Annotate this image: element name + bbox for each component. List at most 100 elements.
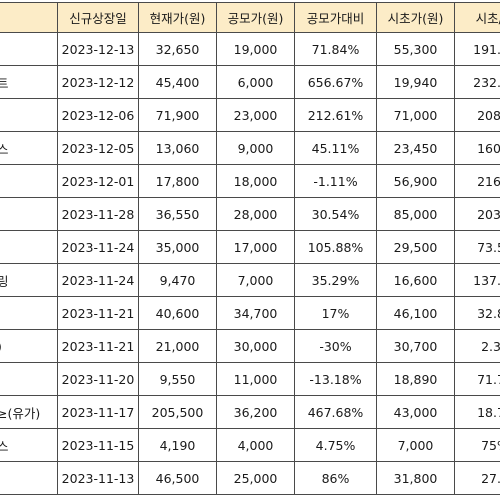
current-price-cell[interactable]: 4,190 [138,428,217,462]
name-cell[interactable] [0,197,58,231]
listing-date-cell[interactable]: 2023-12-01 [57,164,139,198]
vs-ipo-cell[interactable]: 30.54% [294,197,377,231]
vs-ipo-cell[interactable]: 4.75% [294,428,377,462]
ipo-price-cell[interactable]: 30,000 [216,329,295,363]
open-price-cell[interactable]: 85,000 [376,197,455,231]
open-ratio-cell[interactable]: 232.33 [454,65,500,99]
open-ratio-cell[interactable]: 75% [454,428,500,462]
header-current-price[interactable]: 현재가(원) [138,2,217,33]
current-price-cell[interactable]: 46,500 [138,461,217,495]
open-ratio-cell[interactable]: 27.2 [454,461,500,495]
header-open-price[interactable]: 시초가(원) [376,2,455,33]
open-ratio-cell[interactable]: 73.53 [454,230,500,264]
open-price-cell[interactable]: 71,000 [376,98,455,132]
ipo-price-cell[interactable]: 17,000 [216,230,295,264]
current-price-cell[interactable]: 9,550 [138,362,217,396]
open-ratio-cell[interactable]: 32.85 [454,296,500,330]
open-price-cell[interactable]: 30,700 [376,329,455,363]
vs-ipo-cell[interactable]: 35.29% [294,263,377,297]
open-ratio-cell[interactable]: 2.33 [454,329,500,363]
ipo-price-cell[interactable]: 36,200 [216,395,295,429]
current-price-cell[interactable]: 40,600 [138,296,217,330]
ipo-price-cell[interactable]: 6,000 [216,65,295,99]
listing-date-cell[interactable]: 2023-11-21 [57,329,139,363]
current-price-cell[interactable]: 17,800 [138,164,217,198]
ipo-price-cell[interactable]: 11,000 [216,362,295,396]
name-cell[interactable] [0,98,58,132]
ipo-price-cell[interactable]: 19,000 [216,32,295,66]
listing-date-cell[interactable]: 2023-11-28 [57,197,139,231]
listing-date-cell[interactable]: 2023-12-05 [57,131,139,165]
open-price-cell[interactable]: 19,940 [376,65,455,99]
open-ratio-cell[interactable]: 208.7 [454,98,500,132]
current-price-cell[interactable]: 35,000 [138,230,217,264]
ipo-price-cell[interactable]: 28,000 [216,197,295,231]
name-cell[interactable] [0,461,58,495]
vs-ipo-cell[interactable]: -1.11% [294,164,377,198]
current-price-cell[interactable]: 36,550 [138,197,217,231]
ipo-price-cell[interactable]: 34,700 [216,296,295,330]
current-price-cell[interactable]: 21,000 [138,329,217,363]
ipo-price-cell[interactable]: 25,000 [216,461,295,495]
open-price-cell[interactable]: 43,000 [376,395,455,429]
listing-date-cell[interactable]: 2023-12-13 [57,32,139,66]
current-price-cell[interactable]: 45,400 [138,65,217,99]
listing-date-cell[interactable]: 2023-11-24 [57,263,139,297]
ipo-price-cell[interactable]: 23,000 [216,98,295,132]
open-ratio-cell[interactable]: 18.78 [454,395,500,429]
listing-date-cell[interactable]: 2023-12-06 [57,98,139,132]
open-ratio-cell[interactable]: 216.1 [454,164,500,198]
listing-date-cell[interactable]: 2023-11-13 [57,461,139,495]
vs-ipo-cell[interactable]: 17% [294,296,377,330]
ipo-price-cell[interactable]: 9,000 [216,131,295,165]
listing-date-cell[interactable]: 2023-11-17 [57,395,139,429]
vs-ipo-cell[interactable]: 656.67% [294,65,377,99]
header-ipo-price[interactable]: 공모가(원) [216,2,295,33]
current-price-cell[interactable]: 71,900 [138,98,217,132]
name-cell[interactable]: 스 [0,131,58,165]
name-cell[interactable] [0,230,58,264]
open-ratio-cell[interactable]: 160.5 [454,131,500,165]
header-listing-date[interactable]: 신규상장일 [57,2,139,33]
header-vs-ipo[interactable]: 공모가대비 [294,2,377,33]
vs-ipo-cell[interactable]: 105.88% [294,230,377,264]
ipo-price-cell[interactable]: 18,000 [216,164,295,198]
current-price-cell[interactable]: 13,060 [138,131,217,165]
current-price-cell[interactable]: 205,500 [138,395,217,429]
name-cell[interactable] [0,164,58,198]
vs-ipo-cell[interactable]: 212.61% [294,98,377,132]
vs-ipo-cell[interactable]: -13.18% [294,362,377,396]
name-cell[interactable]: ≥(유가) [0,395,58,429]
listing-date-cell[interactable]: 2023-11-15 [57,428,139,462]
name-cell[interactable]: 트 [0,65,58,99]
name-cell[interactable] [0,32,58,66]
header-open-ratio[interactable]: 시초/공 [454,2,500,33]
header-name[interactable] [0,2,58,33]
open-price-cell[interactable]: 56,900 [376,164,455,198]
listing-date-cell[interactable]: 2023-11-24 [57,230,139,264]
vs-ipo-cell[interactable]: 45.11% [294,131,377,165]
open-ratio-cell[interactable]: 137.14 [454,263,500,297]
open-ratio-cell[interactable]: 191.05 [454,32,500,66]
open-ratio-cell[interactable]: 71.73 [454,362,500,396]
listing-date-cell[interactable]: 2023-11-20 [57,362,139,396]
open-price-cell[interactable]: 16,600 [376,263,455,297]
open-price-cell[interactable]: 18,890 [376,362,455,396]
name-cell[interactable] [0,362,58,396]
current-price-cell[interactable]: 32,650 [138,32,217,66]
vs-ipo-cell[interactable]: 86% [294,461,377,495]
ipo-price-cell[interactable]: 4,000 [216,428,295,462]
listing-date-cell[interactable]: 2023-11-21 [57,296,139,330]
name-cell[interactable]: 스 [0,428,58,462]
open-price-cell[interactable]: 23,450 [376,131,455,165]
open-ratio-cell[interactable]: 203.5 [454,197,500,231]
listing-date-cell[interactable]: 2023-12-12 [57,65,139,99]
open-price-cell[interactable]: 31,800 [376,461,455,495]
ipo-price-cell[interactable]: 7,000 [216,263,295,297]
vs-ipo-cell[interactable]: -30% [294,329,377,363]
open-price-cell[interactable]: 46,100 [376,296,455,330]
vs-ipo-cell[interactable]: 71.84% [294,32,377,66]
name-cell[interactable]: 링 [0,263,58,297]
vs-ipo-cell[interactable]: 467.68% [294,395,377,429]
open-price-cell[interactable]: 29,500 [376,230,455,264]
